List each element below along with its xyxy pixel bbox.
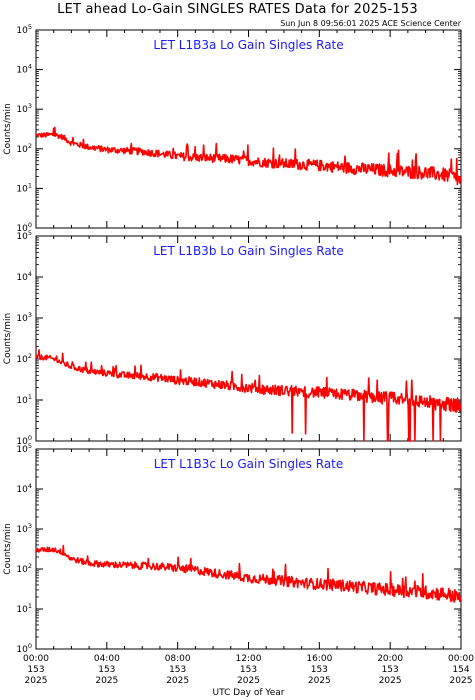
- series-line: [35, 349, 462, 442]
- x-tick-label-line: 12:00: [236, 654, 262, 664]
- x-tick-label-line: 20:00: [377, 654, 403, 664]
- x-tick-label-line: 2025: [166, 676, 189, 686]
- y-tick-label: 103: [16, 102, 32, 115]
- chart-panel-1: 100 101 102 103 104 105 Counts/min LET L1B3a Lo…: [3, 23, 462, 234]
- chart-panel-2: 100 101 102 103 104 105 Counts/min LET L1B3b Lo…: [3, 229, 462, 447]
- x-tick-label-line: 153: [27, 665, 44, 675]
- plot-frame: [35, 235, 462, 442]
- y-axis-label: Counts/min: [3, 523, 13, 574]
- y-tick-label: 101: [16, 602, 32, 615]
- y-tick-label: 105: [16, 229, 32, 242]
- series-line: [35, 544, 462, 603]
- y-tick-label: 102: [16, 142, 32, 155]
- y-tick-label: 103: [16, 311, 32, 324]
- y-tick-label: 100: [16, 434, 32, 447]
- x-tick-label-line: 2025: [308, 676, 331, 686]
- x-tick-label-line: 154: [452, 665, 469, 675]
- y-axis-label: Counts/min: [3, 103, 13, 154]
- x-tick-label-line: 153: [382, 665, 399, 675]
- x-tick-label-line: 2025: [25, 676, 48, 686]
- chart-panel-3: 100 101 102 103 104 105 Counts/min LET L1B3c Lo…: [3, 442, 462, 655]
- x-tick-label-line: 153: [240, 665, 257, 675]
- y-axis-label: Counts/min: [3, 313, 13, 364]
- x-tick-label-line: 00:00: [23, 654, 49, 664]
- y-tick-label: 105: [16, 442, 32, 455]
- y-tick-label: 100: [16, 642, 32, 655]
- x-tick-label-line: 2025: [379, 676, 402, 686]
- y-tick-label: 101: [16, 393, 32, 406]
- plot-frame: [35, 448, 462, 650]
- y-tick-label: 102: [16, 352, 32, 365]
- y-tick-label: 100: [16, 221, 32, 234]
- x-tick-label-line: 08:00: [165, 654, 191, 664]
- x-tick-label-line: 153: [311, 665, 328, 675]
- x-tick-label-line: 153: [169, 665, 186, 675]
- panel-title: LET L1B3b Lo Gain Singles Rate: [153, 244, 344, 258]
- panel-title: LET L1B3c Lo Gain Singles Rate: [154, 457, 344, 471]
- y-tick-label: 102: [16, 562, 32, 575]
- page-title: LET ahead Lo-Gain SINGLES RATES Data for…: [57, 2, 418, 17]
- y-tick-label: 101: [16, 181, 32, 194]
- x-axis-label: UTC Day of Year: [213, 688, 285, 698]
- x-tick-label-line: 00:00: [448, 654, 474, 664]
- x-tick-label-line: 2025: [95, 676, 118, 686]
- timestamp: Sun Jun 8 09:56:01 2025 ACE Science Cent…: [280, 19, 461, 28]
- y-tick-label: 103: [16, 522, 32, 535]
- plot-frame: [35, 29, 462, 229]
- y-tick-label: 104: [16, 63, 32, 76]
- x-tick-label-line: 04:00: [94, 654, 120, 664]
- x-tick-label-line: 153: [98, 665, 115, 675]
- x-tick-label-line: 16:00: [306, 654, 332, 664]
- panel-title: LET L1B3a Lo Gain Singles Rate: [153, 38, 343, 52]
- x-tick-label-line: 2025: [450, 676, 473, 686]
- y-tick-label: 104: [16, 270, 32, 283]
- x-tick-label-line: 2025: [237, 676, 260, 686]
- series-line: [35, 126, 462, 186]
- y-tick-label: 105: [16, 23, 32, 36]
- y-tick-label: 104: [16, 482, 32, 495]
